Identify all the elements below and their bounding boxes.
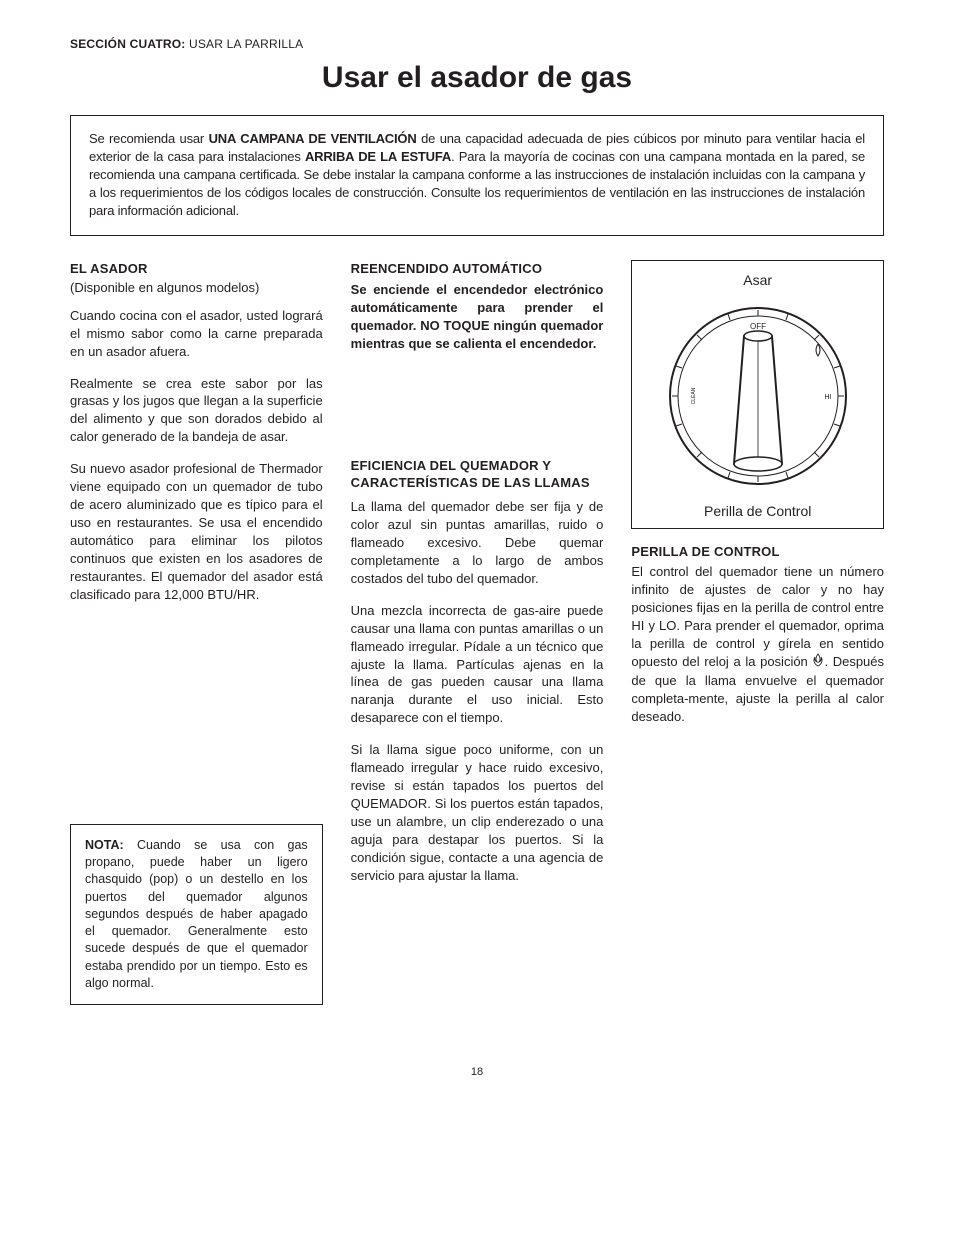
col1-p2: Realmente se crea este sabor por las gra… <box>70 375 323 447</box>
column-2: REENCENDIDO AUTOMÁTICO Se enciende el en… <box>351 260 604 1005</box>
dial-clean-label: CLEAN <box>691 387 697 404</box>
col2-p2: La llama del quemador debe ser fija y de… <box>351 498 604 588</box>
col2-heading-1: REENCENDIDO AUTOMÁTICO <box>351 260 604 278</box>
figure-label-top: Asar <box>640 271 875 290</box>
notice-bold1: UNA CAMPANA DE VENTILACIÓN <box>209 131 417 146</box>
col3-p1: El control del quemador tiene un número … <box>631 563 884 726</box>
col2-heading-2: EFICIENCIA DEL QUEMADOR Y CARACTERÍSTICA… <box>351 457 604 492</box>
page-title: Usar el asador de gas <box>70 58 884 99</box>
notice-pre1: Se recomienda usar <box>89 131 209 146</box>
note-label: NOTA: <box>85 838 124 852</box>
column-3: Asar <box>631 260 884 1005</box>
col2-p4: Si la llama sigue poco uniforme, con un … <box>351 741 604 885</box>
col2-p1: Se enciende el encendedor electrónico au… <box>351 281 604 353</box>
notice-bold2: ARRIBA DE LA ESTUFA <box>305 149 451 164</box>
dial-hi-label: HI <box>824 394 831 401</box>
col1-p1: Cuando cocina con el asador, usted logra… <box>70 307 323 361</box>
ventilation-notice-box: Se recomienda usar UNA CAMPANA DE VENTIL… <box>70 115 884 236</box>
col1-heading: EL ASADOR <box>70 260 323 278</box>
section-header: SECCIÓN CUATRO: USAR LA PARRILLA <box>70 36 884 52</box>
col1-subnote: (Disponible en algunos modelos) <box>70 279 323 297</box>
col1-p3: Su nuevo asador profesional de Thermador… <box>70 460 323 604</box>
page-number: 18 <box>70 1065 884 1080</box>
section-label-rest: USAR LA PARRILLA <box>185 37 303 51</box>
figure-label-bottom: Perilla de Control <box>640 502 875 521</box>
note-body: Cuando se usa con gas propano, puede hab… <box>85 838 308 990</box>
control-knob-diagram-icon: OFF LO HI CLEAN <box>658 296 858 496</box>
section-label-bold: SECCIÓN CUATRO: <box>70 37 185 51</box>
propane-note-box: NOTA: Cuando se usa con gas propano, pue… <box>70 824 323 1005</box>
col2-p3: Una mezcla incorrecta de gas-aire puede … <box>351 602 604 728</box>
content-columns: EL ASADOR (Disponible en algunos modelos… <box>70 260 884 1005</box>
dial-off-label: OFF <box>750 322 766 331</box>
col3-heading: PERILLA DE CONTROL <box>631 543 884 561</box>
control-knob-figure: Asar <box>631 260 884 530</box>
flame-icon <box>812 653 824 672</box>
column-1: EL ASADOR (Disponible en algunos modelos… <box>70 260 323 1005</box>
